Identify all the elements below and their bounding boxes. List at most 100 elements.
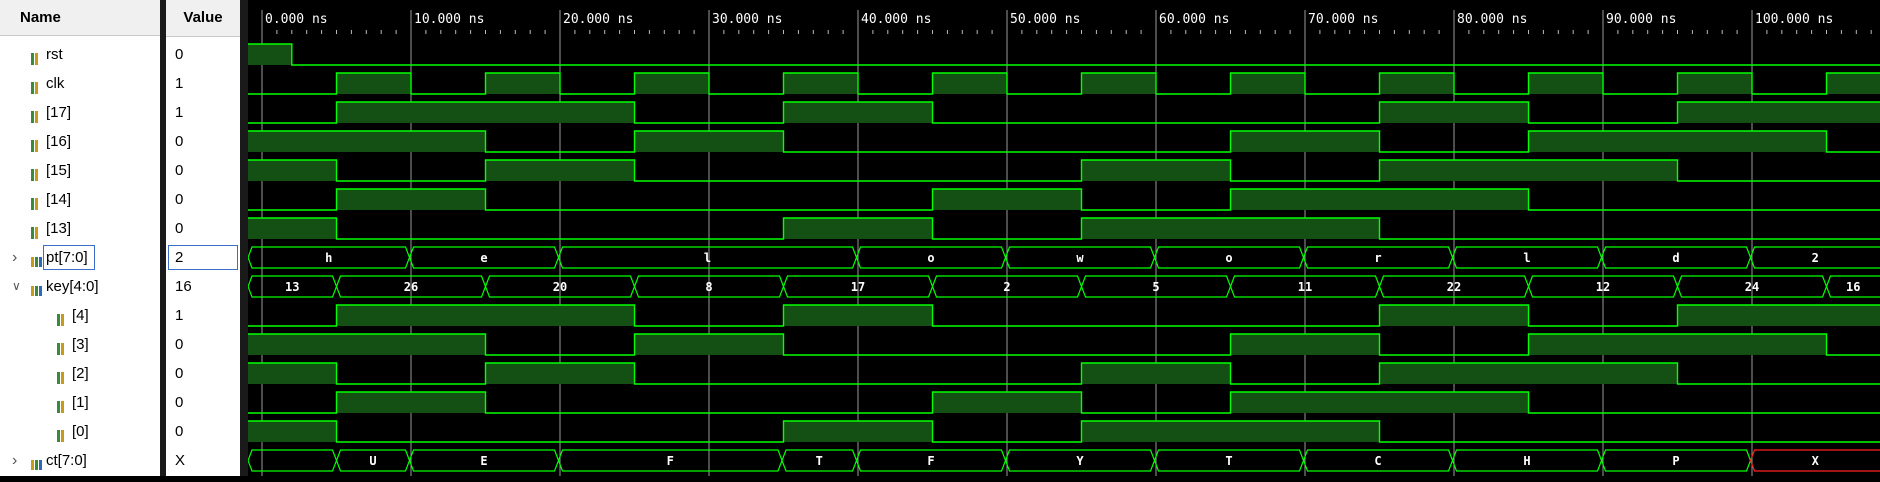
time-tick-label: 60.000 ns: [1159, 12, 1229, 27]
high-level-fill: [784, 305, 933, 326]
signal-name: clk: [46, 69, 64, 98]
signal-row-pt15[interactable]: [15]: [0, 156, 160, 185]
bit-icon: [30, 105, 42, 120]
waveform-key3[interactable]: [248, 334, 1880, 355]
high-level-fill: [486, 160, 635, 181]
signal-name: [0]: [72, 417, 89, 446]
signal-value[interactable]: 16: [166, 272, 240, 301]
signal-row-pt14[interactable]: [14]: [0, 185, 160, 214]
chevron-right-icon[interactable]: ›: [12, 446, 17, 475]
high-level-fill: [1529, 73, 1604, 94]
time-tick-label: 100.000 ns: [1755, 12, 1833, 27]
signal-value[interactable]: 0: [166, 185, 240, 214]
signal-name: [17]: [46, 98, 71, 127]
waveform-pt14[interactable]: [248, 189, 1880, 210]
bus-value-label: 24: [1745, 280, 1759, 294]
high-level-fill: [933, 73, 1008, 94]
high-level-fill: [337, 305, 635, 326]
waveform-key2[interactable]: [248, 363, 1880, 384]
waveform-key1[interactable]: [248, 392, 1880, 413]
bus-value-label: P: [1672, 454, 1679, 468]
signal-row-pt13[interactable]: [13]: [0, 214, 160, 243]
signal-value[interactable]: 0: [166, 359, 240, 388]
high-level-fill: [248, 363, 337, 384]
bit-icon: [56, 308, 68, 323]
waveform-key4[interactable]: [248, 305, 1880, 326]
signal-name: ct[7:0]: [46, 446, 87, 475]
bit-icon: [30, 192, 42, 207]
signal-row-pt16[interactable]: [16]: [0, 127, 160, 156]
signal-name: [13]: [46, 214, 71, 243]
waveform-key0[interactable]: [248, 421, 1880, 442]
high-level-fill: [1082, 363, 1231, 384]
signal-name: [2]: [72, 359, 89, 388]
high-level-fill: [1082, 421, 1380, 442]
chevron-down-icon[interactable]: ∨: [12, 272, 21, 301]
column-splitter[interactable]: [240, 0, 248, 476]
high-level-fill: [1827, 73, 1880, 94]
waveform-pt16[interactable]: [248, 131, 1880, 152]
signal-value[interactable]: 1: [166, 69, 240, 98]
signal-value[interactable]: 0: [166, 127, 240, 156]
high-level-fill: [337, 189, 486, 210]
signal-row-key4[interactable]: [4]: [0, 301, 160, 330]
high-level-fill: [337, 392, 486, 413]
bus-value-label: T: [816, 454, 823, 468]
high-level-fill: [1231, 131, 1380, 152]
signal-name: [3]: [72, 330, 89, 359]
high-level-fill: [933, 189, 1082, 210]
signal-row-key1[interactable]: [1]: [0, 388, 160, 417]
bus-value-label: 12: [1596, 280, 1610, 294]
bus-value-label: C: [1374, 454, 1381, 468]
signal-row-key[interactable]: ∨ key[4:0]: [0, 272, 160, 301]
high-level-fill: [1231, 334, 1380, 355]
signal-value[interactable]: 0: [166, 214, 240, 243]
chevron-right-icon[interactable]: ›: [12, 243, 17, 272]
high-level-fill: [933, 392, 1082, 413]
waveform-rst[interactable]: [248, 44, 1880, 65]
high-level-fill: [1380, 160, 1678, 181]
high-level-fill: [1082, 73, 1157, 94]
signal-value[interactable]: 1: [166, 98, 240, 127]
high-level-fill: [1231, 189, 1529, 210]
signal-row-pt17[interactable]: [17]: [0, 98, 160, 127]
signal-row-rst[interactable]: rst: [0, 40, 160, 69]
signal-row-key0[interactable]: [0]: [0, 417, 160, 446]
time-tick-label: 50.000 ns: [1010, 12, 1080, 27]
signal-value[interactable]: X: [166, 446, 240, 475]
time-tick-label: 70.000 ns: [1308, 12, 1378, 27]
signal-name: key[4:0]: [46, 272, 99, 301]
signal-value[interactable]: 0: [166, 156, 240, 185]
signal-value[interactable]: 0: [166, 40, 240, 69]
signal-row-key2[interactable]: [2]: [0, 359, 160, 388]
signal-row-pt[interactable]: ›pt[7:0]: [0, 243, 160, 272]
signal-value[interactable]: 0: [166, 417, 240, 446]
high-level-fill: [1380, 73, 1455, 94]
signal-value[interactable]: 1: [166, 301, 240, 330]
signal-value[interactable]: 0: [166, 388, 240, 417]
waveform-clk[interactable]: [248, 73, 1880, 94]
time-tick-label: 10.000 ns: [414, 12, 484, 27]
bus-value-label: 26: [404, 280, 418, 294]
bus-value-label: 13: [285, 280, 299, 294]
waveform-pt13[interactable]: [248, 218, 1880, 239]
signal-value[interactable]: 2: [166, 243, 240, 272]
signal-row-clk[interactable]: clk: [0, 69, 160, 98]
signal-name: [4]: [72, 301, 89, 330]
bus-value-label: 5: [1152, 280, 1159, 294]
bus-value-label: 17: [851, 280, 865, 294]
signal-name: [14]: [46, 185, 71, 214]
signal-value[interactable]: 0: [166, 330, 240, 359]
signal-row-ct[interactable]: › ct[7:0]: [0, 446, 160, 475]
value-column-header[interactable]: Value: [166, 0, 240, 37]
bus-value-label: H: [1523, 454, 1530, 468]
waveform-pt15[interactable]: [248, 160, 1880, 181]
signal-row-key3[interactable]: [3]: [0, 330, 160, 359]
waveform-pt17[interactable]: [248, 102, 1880, 123]
high-level-fill: [248, 44, 292, 65]
name-column-header[interactable]: Name: [0, 0, 160, 36]
